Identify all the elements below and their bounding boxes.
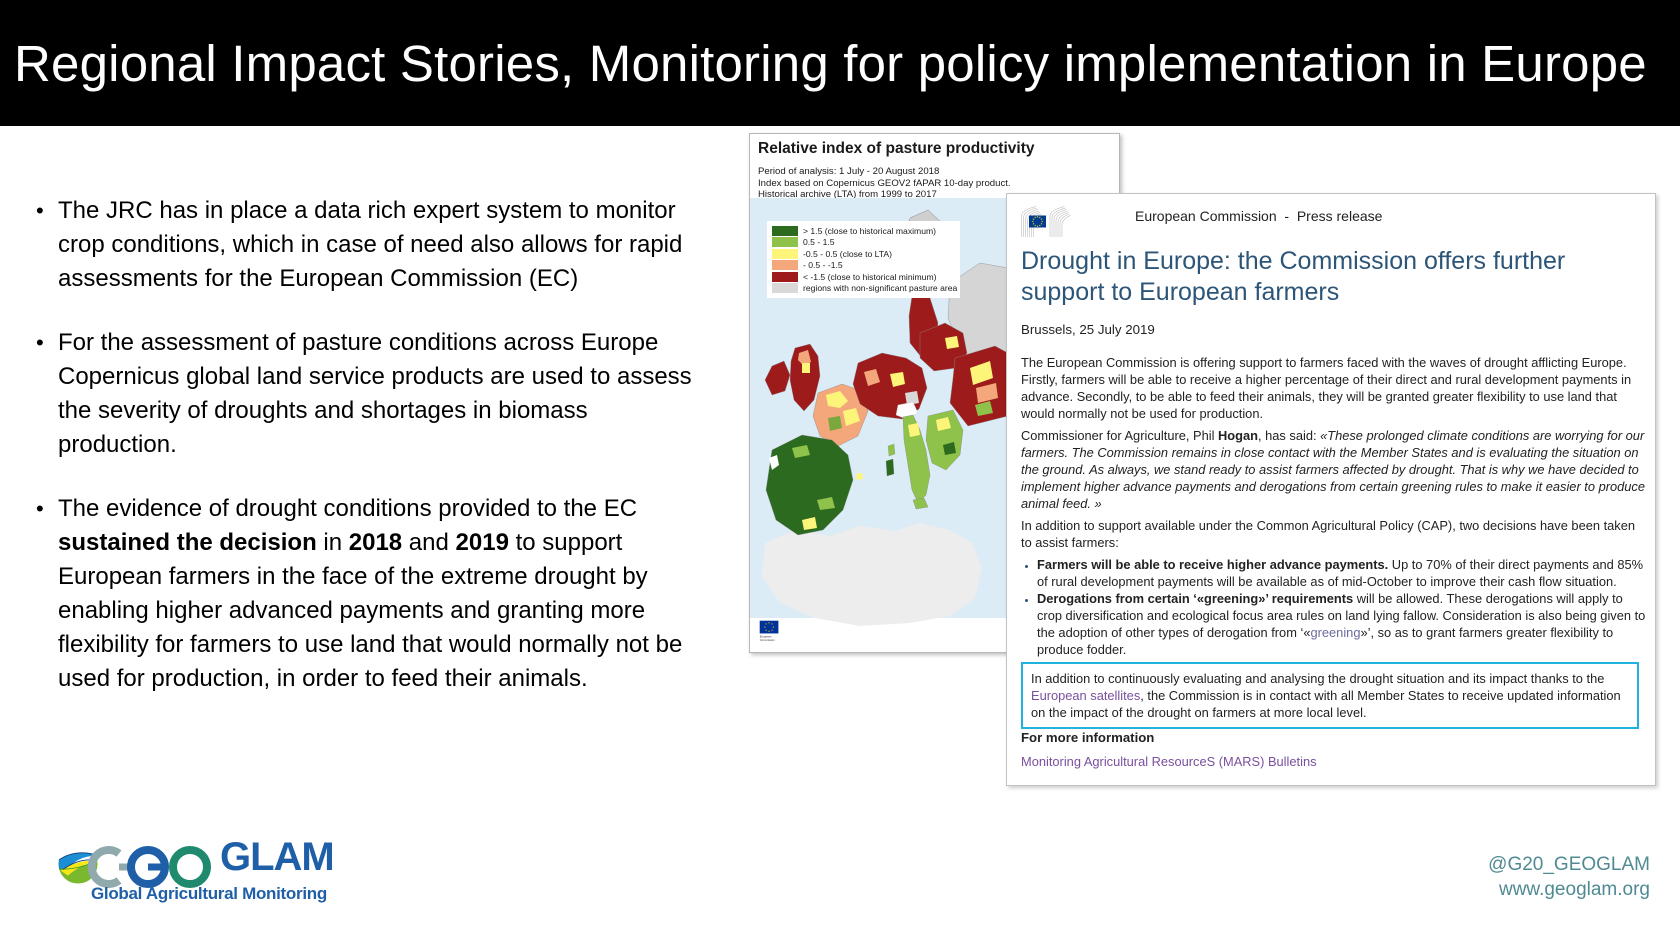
svg-text:Commission: Commission	[760, 638, 775, 642]
svg-text:European: European	[760, 634, 772, 638]
